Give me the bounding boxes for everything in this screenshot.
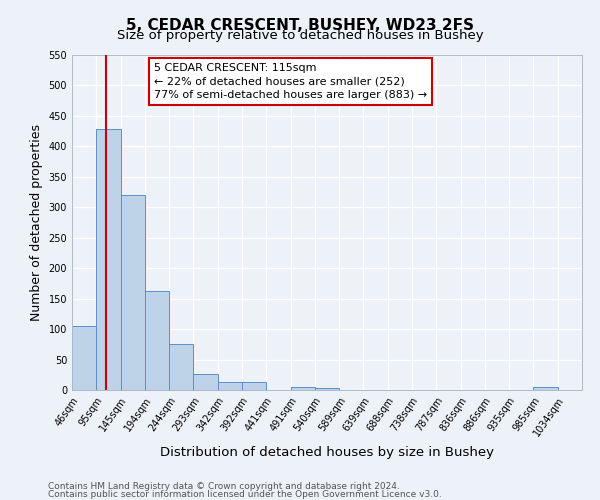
Text: 5 CEDAR CRESCENT: 115sqm
← 22% of detached houses are smaller (252)
77% of semi-: 5 CEDAR CRESCENT: 115sqm ← 22% of detach…: [154, 64, 427, 100]
X-axis label: Distribution of detached houses by size in Bushey: Distribution of detached houses by size …: [160, 446, 494, 459]
Text: 5, CEDAR CRESCENT, BUSHEY, WD23 2FS: 5, CEDAR CRESCENT, BUSHEY, WD23 2FS: [126, 18, 474, 32]
Bar: [315, 388, 339, 390]
Text: Size of property relative to detached houses in Bushey: Size of property relative to detached ho…: [116, 29, 484, 42]
Bar: [145, 292, 169, 390]
Bar: [121, 195, 145, 390]
Bar: [96, 130, 121, 390]
Bar: [169, 344, 193, 390]
Text: Contains public sector information licensed under the Open Government Licence v3: Contains public sector information licen…: [48, 490, 442, 499]
Bar: [242, 382, 266, 390]
Bar: [218, 382, 242, 390]
Bar: [72, 326, 96, 390]
Y-axis label: Number of detached properties: Number of detached properties: [30, 124, 43, 321]
Bar: [193, 374, 218, 390]
Text: Contains HM Land Registry data © Crown copyright and database right 2024.: Contains HM Land Registry data © Crown c…: [48, 482, 400, 491]
Bar: [290, 387, 315, 390]
Bar: [533, 387, 558, 390]
